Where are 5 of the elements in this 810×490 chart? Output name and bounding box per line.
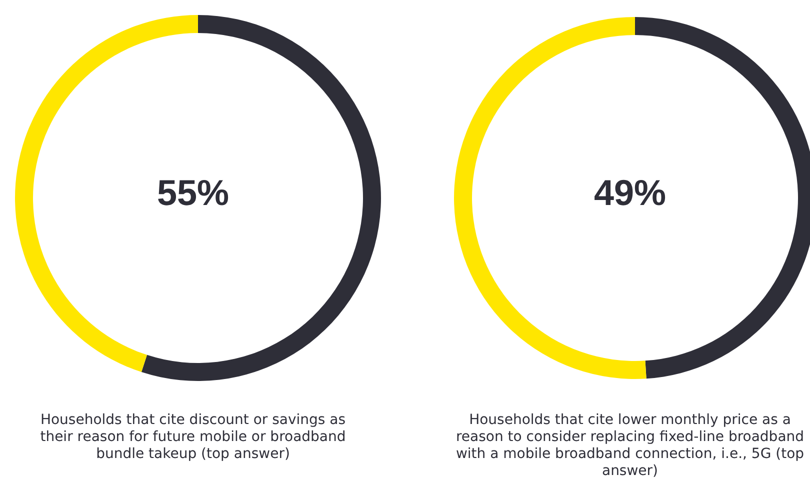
text: 55% (156, 171, 230, 215)
text: Households that cite lower monthly price as a reason to consider replacing fixed-line broadband with a mobile broadband connection, i.e., 5G (top answer) (454, 412, 806, 480)
text: Households that cite discount or savings as their reason for future mobile or broadband bundle takeup (top answer) (39, 412, 347, 463)
text: 49% (592, 171, 668, 215)
donut-slice (141, 15, 381, 381)
